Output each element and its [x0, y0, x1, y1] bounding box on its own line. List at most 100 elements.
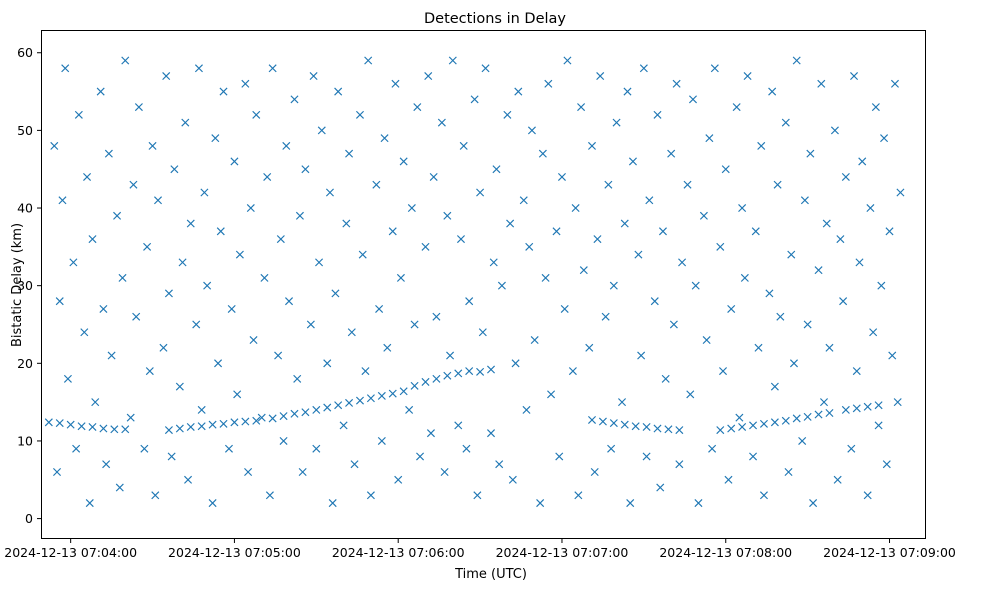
detection-point	[637, 351, 646, 360]
detection-point	[345, 149, 354, 158]
detection-point	[118, 273, 127, 282]
detection-point	[175, 382, 184, 391]
detection-point	[465, 297, 474, 306]
detection-point	[50, 141, 59, 150]
detection-point	[306, 320, 315, 329]
detection-point-track-5	[664, 425, 673, 434]
detection-point	[585, 343, 594, 352]
detection-point	[61, 64, 70, 73]
detection-point	[552, 227, 561, 236]
detection-point	[203, 281, 212, 290]
detection-point	[80, 328, 89, 337]
detection-point	[372, 180, 381, 189]
detection-point	[339, 421, 348, 430]
detection-point	[388, 227, 397, 236]
detection-point	[153, 196, 163, 205]
x-tick-label: 2024-12-13 07:07:00	[496, 545, 629, 560]
detection-point	[219, 87, 228, 96]
detection-point-track-6	[759, 419, 768, 428]
detection-point	[740, 273, 749, 282]
detection-point	[874, 421, 883, 430]
detection-point	[132, 312, 141, 321]
detection-point	[429, 172, 438, 181]
detection-point	[366, 491, 375, 500]
detection-point	[391, 79, 400, 88]
detection-point	[574, 491, 583, 500]
detection-point	[224, 444, 233, 453]
detection-point	[309, 72, 318, 81]
detection-point	[593, 235, 602, 244]
detection-point	[181, 118, 190, 127]
detection-point	[497, 281, 506, 290]
detection-point	[88, 235, 97, 244]
detection-point	[847, 444, 856, 453]
detection-point-track-2	[164, 426, 173, 435]
y-tick-label: 40	[17, 201, 33, 216]
detection-point	[691, 281, 700, 290]
detection-point	[653, 110, 662, 119]
detection-point	[757, 141, 766, 150]
detection-point	[456, 235, 465, 244]
detection-point	[896, 188, 905, 197]
detection-point	[364, 56, 373, 65]
detection-point	[99, 304, 108, 313]
y-axis: 0 10 20 30 40 50 60	[17, 45, 42, 526]
detection-point	[295, 211, 304, 220]
detection-point-track-6	[727, 424, 736, 433]
detection-point	[888, 351, 897, 360]
detection-point-track-4	[410, 381, 419, 390]
detection-point	[656, 483, 665, 492]
detection-point-track-3	[301, 408, 310, 417]
x-tick-label: 2024-12-13 07:05:00	[168, 545, 301, 560]
detection-point-track-5	[642, 422, 651, 431]
detection-point-track-5	[587, 415, 597, 424]
detection-point-track-6	[814, 410, 823, 419]
detection-point	[702, 336, 711, 345]
detection-point	[159, 343, 168, 352]
detection-point	[743, 72, 752, 81]
detection-point-track-6	[749, 421, 758, 430]
detection-point	[355, 110, 364, 119]
detection-point-track-6	[781, 416, 790, 425]
detection-point-track-5	[631, 422, 640, 431]
detection-point-track-3	[399, 387, 408, 396]
detection-point-track-5	[620, 420, 629, 429]
detection-point	[620, 219, 629, 228]
detection-point-track-5	[609, 419, 618, 428]
detection-point	[235, 250, 244, 259]
detection-point-track-1	[121, 425, 130, 434]
detection-point-track-6	[792, 414, 801, 423]
detection-point	[506, 219, 515, 228]
detection-point-track-6	[738, 422, 747, 431]
detection-point	[69, 258, 78, 267]
detection-point	[410, 320, 419, 329]
detection-point	[126, 413, 135, 422]
detection-point-track-1	[88, 422, 97, 431]
detection-point-track-4	[486, 365, 496, 374]
y-axis-label: Bistatic Delay (km)	[10, 223, 25, 347]
detection-point	[151, 491, 160, 500]
detection-point	[167, 452, 176, 461]
detection-point	[113, 211, 122, 220]
detection-point	[727, 304, 736, 313]
detection-point	[492, 165, 501, 174]
detection-point	[478, 328, 487, 337]
detection-point	[211, 134, 220, 143]
detection-point	[208, 499, 217, 508]
detection-point	[129, 180, 138, 189]
y-tick-label: 0	[25, 511, 33, 526]
detection-point	[814, 266, 823, 275]
detection-point	[519, 196, 528, 205]
detection-point	[459, 141, 468, 150]
detection-point	[555, 452, 564, 461]
detection-point-track-2	[219, 419, 228, 428]
detection-point	[541, 273, 550, 282]
detection-point	[770, 382, 779, 391]
detection-point	[830, 126, 839, 135]
detection-point	[710, 64, 719, 73]
detection-point	[694, 499, 703, 508]
detection-point	[265, 491, 274, 500]
detection-point-track-7	[863, 402, 872, 411]
